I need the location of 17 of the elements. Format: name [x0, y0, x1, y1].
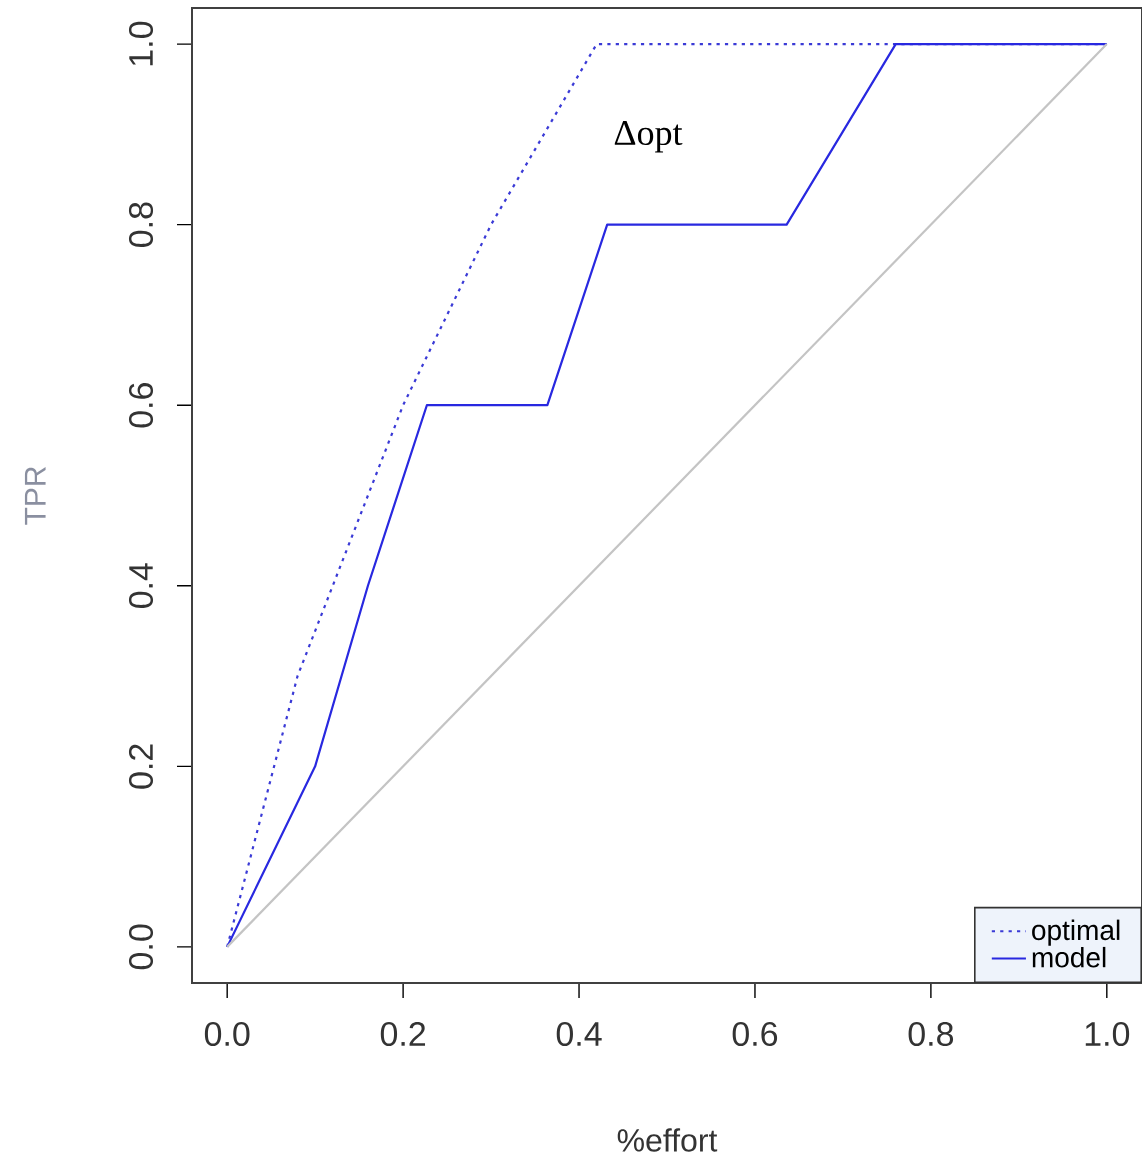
x-tick-label: 0.2	[380, 1021, 426, 1047]
legend-label: model	[1032, 946, 1106, 968]
x-axis-title: %effort	[617, 1128, 718, 1152]
legend-label: optimal	[1032, 919, 1120, 946]
x-tick-label: 1.0	[1085, 1021, 1130, 1047]
y-tick-label: 0.6	[128, 383, 154, 428]
annotation: Δopt	[614, 120, 683, 153]
x-tick-label: 0.0	[204, 1021, 250, 1047]
y-tick-label: 0.4	[128, 563, 154, 609]
y-tick-label: 0.0	[128, 924, 154, 970]
y-tick-label: 0.2	[128, 744, 154, 789]
x-tick-label: 0.8	[908, 1021, 954, 1047]
y-axis-title: TPR	[24, 466, 46, 525]
x-tick-label: 0.4	[556, 1021, 602, 1047]
x-tick-label: 0.6	[732, 1021, 778, 1047]
y-tick-label: 1.0	[128, 21, 154, 66]
y-tick-label: 0.8	[128, 202, 154, 247]
